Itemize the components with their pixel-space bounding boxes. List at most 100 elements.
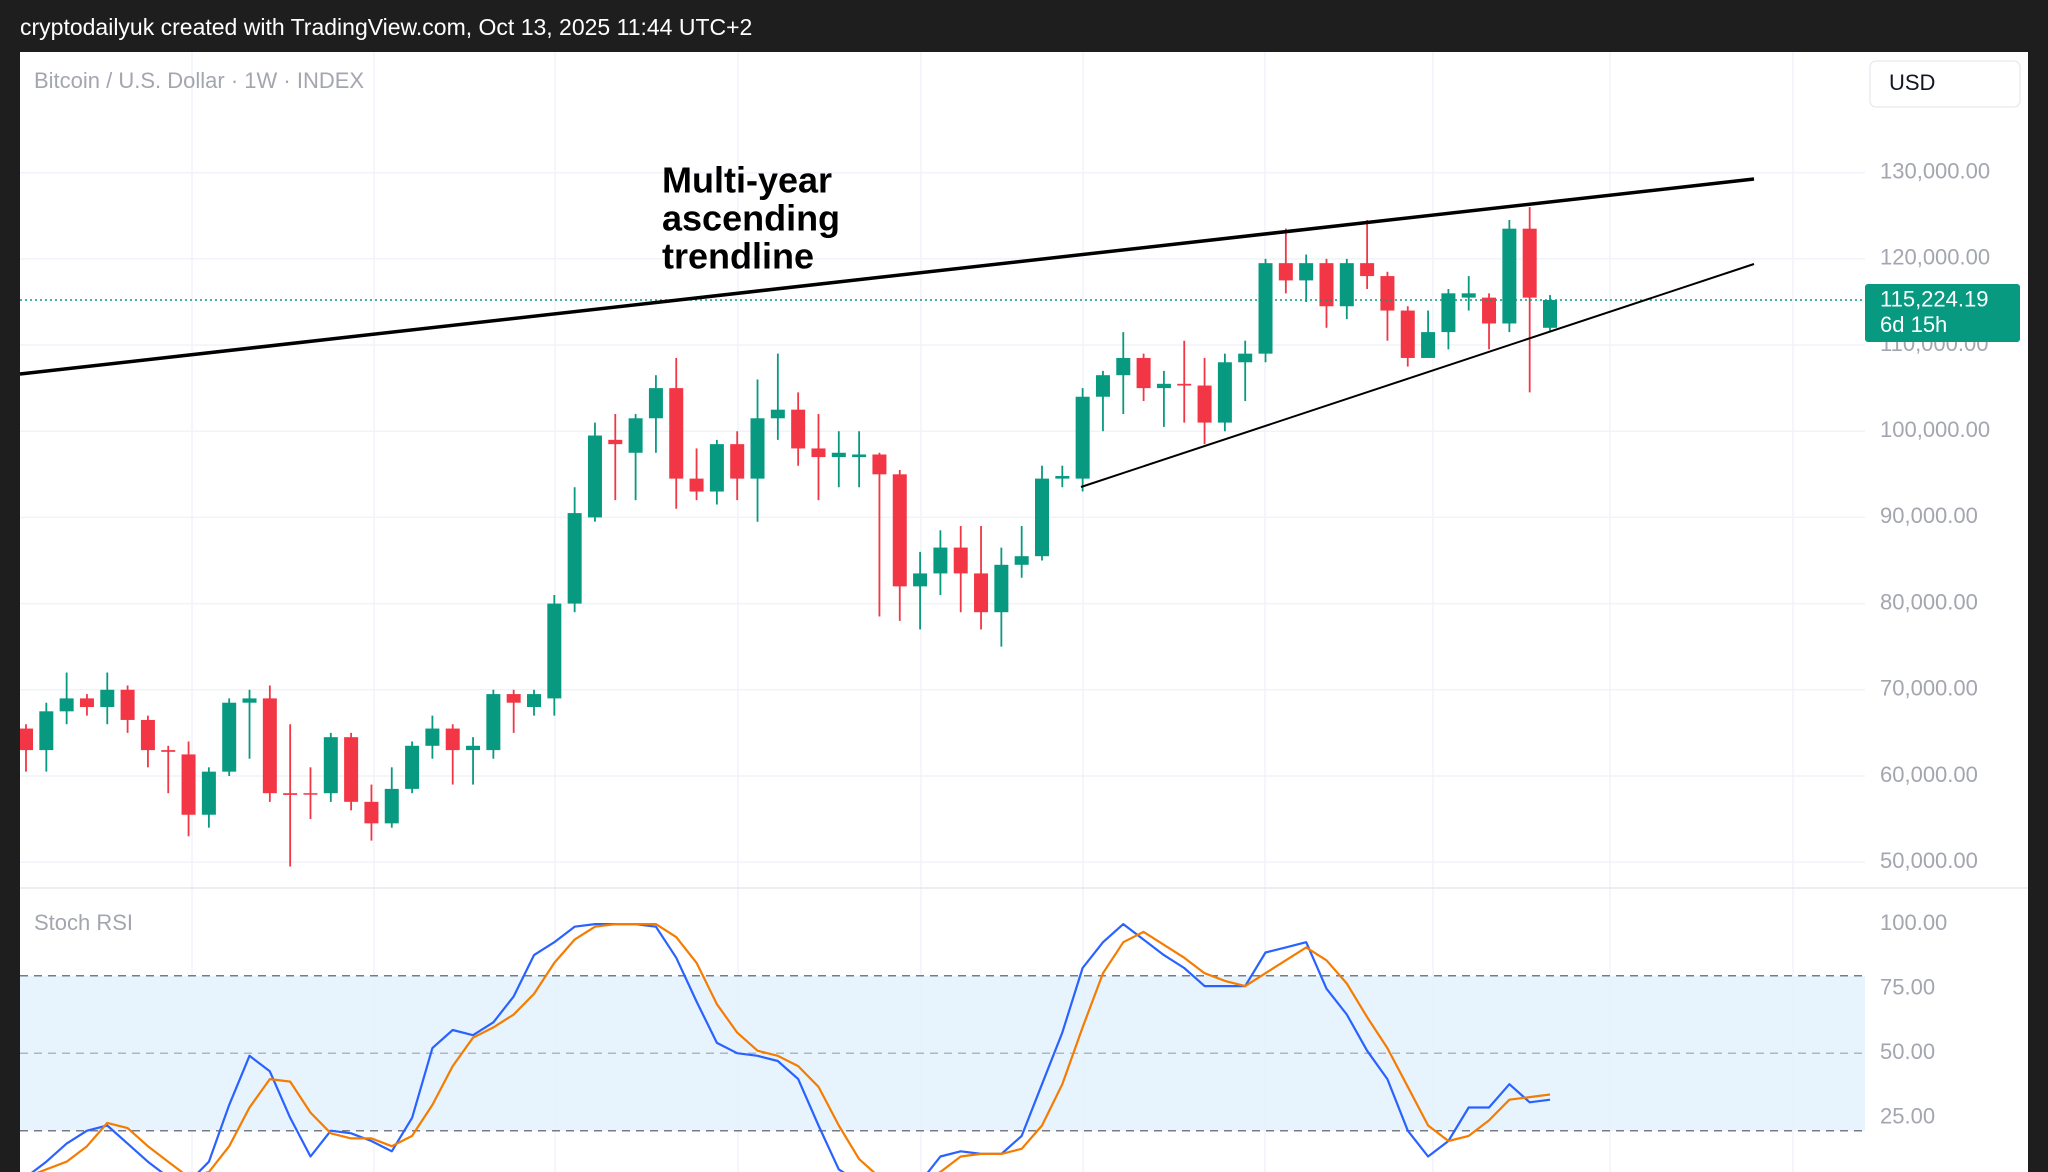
candle-body (242, 698, 257, 703)
y-tick-label: 75.00 (1880, 975, 1935, 1000)
y-tick-label: 50,000.00 (1880, 848, 1978, 873)
candle-body (1116, 357, 1131, 376)
candle-body (791, 409, 806, 449)
candle-body (1156, 383, 1171, 389)
candle-body (181, 754, 196, 815)
candle-body (1461, 293, 1476, 298)
candle-body (425, 728, 440, 746)
candle-body (872, 454, 887, 475)
candle-body (79, 698, 94, 708)
candle-body (730, 444, 745, 479)
candle-body (161, 750, 176, 752)
stoch-line (30, 923, 1551, 1172)
candle-body (1197, 385, 1212, 423)
candle-body (344, 737, 359, 802)
grid (20, 52, 2028, 1172)
candle-body (1502, 228, 1517, 324)
candle-body (1380, 276, 1395, 311)
candle-body (994, 564, 1009, 613)
candle-body (811, 448, 826, 458)
candle-body (587, 435, 602, 518)
candle-body (1014, 556, 1029, 565)
y-tick-label: 80,000.00 (1880, 589, 1978, 614)
candle-body (1441, 293, 1456, 333)
candle-body (1177, 383, 1192, 386)
candle-body (1360, 263, 1375, 277)
annotation: trendline (662, 236, 814, 277)
candle-body (140, 719, 155, 751)
chart-title: Bitcoin / U.S. Dollar · 1W · INDEX (34, 68, 364, 93)
candle-body (1299, 263, 1314, 281)
candle-body (1136, 357, 1151, 389)
candle-body (1075, 396, 1090, 479)
candle-body (547, 603, 562, 699)
candle-body (222, 702, 237, 772)
candle-body (323, 737, 338, 794)
candle-body (1238, 353, 1253, 363)
header-bar (0, 0, 2048, 52)
stoch-lines (30, 923, 1551, 1172)
currency: USD (1889, 70, 1935, 95)
candle-body (1339, 263, 1354, 307)
candle-body (100, 689, 115, 708)
candle-body (201, 771, 216, 815)
candle-body (770, 409, 785, 419)
candle-body (831, 452, 846, 458)
candle-body (283, 793, 298, 795)
candle-body (709, 444, 724, 492)
candle-body (20, 728, 33, 751)
candle-body (384, 788, 399, 824)
candle-body (39, 711, 54, 751)
y-tick-label: 100.00 (1880, 910, 1947, 935)
band-fill (20, 975, 1865, 1131)
candle-body (1319, 263, 1334, 307)
candle-body (913, 573, 928, 587)
trendline (1080, 263, 1755, 488)
header-text: cryptodailyuk created with TradingView.c… (20, 14, 752, 40)
candle-body (933, 547, 948, 574)
candle-body (608, 439, 623, 445)
candle-body (59, 698, 74, 712)
candle-body (1258, 263, 1273, 354)
y-tick-label: 70,000.00 (1880, 676, 1978, 701)
y-tick-label: 130,000.00 (1880, 158, 1990, 183)
candle-body (1278, 263, 1293, 281)
candle-body (486, 694, 501, 751)
candle-body (1095, 375, 1110, 397)
candle-body (1217, 362, 1232, 423)
candle-body (506, 694, 521, 703)
candle-body (669, 388, 684, 479)
annotation: Multi-year (662, 160, 832, 201)
candle-body (750, 418, 765, 479)
stoch-line (36, 923, 1551, 1172)
candle-body (1035, 478, 1049, 557)
candle-body (445, 728, 460, 751)
y-tick-label: 120,000.00 (1880, 245, 1990, 270)
trendline (19, 177, 1755, 376)
y-tick-label: 25.00 (1880, 1104, 1935, 1129)
candle-body (628, 418, 643, 453)
candle-body (364, 801, 379, 824)
candles (20, 207, 1557, 867)
candle-body (120, 689, 135, 720)
y-tick-label: 60,000.00 (1880, 762, 1978, 787)
candle-body (689, 478, 704, 492)
candle-body (405, 745, 420, 789)
candle-body (1482, 297, 1497, 324)
last-price-label: 115,224.19 (1880, 286, 1988, 311)
candle-body (953, 547, 968, 574)
candle-body (527, 694, 541, 708)
candle-body (1421, 332, 1436, 358)
currency-box[interactable] (1869, 60, 2021, 108)
candle-body (892, 474, 907, 587)
y-tick-label: 100,000.00 (1880, 417, 1990, 442)
candle-body (303, 793, 318, 795)
candle-body (974, 573, 989, 613)
candle-body (567, 513, 582, 604)
candle-body (1055, 476, 1070, 479)
candle-body (1543, 300, 1557, 328)
layers: 50,000.00 60,000.00 70,000.00 80,000.00 90,0… (20, 158, 2020, 1172)
candle-body (262, 698, 277, 794)
